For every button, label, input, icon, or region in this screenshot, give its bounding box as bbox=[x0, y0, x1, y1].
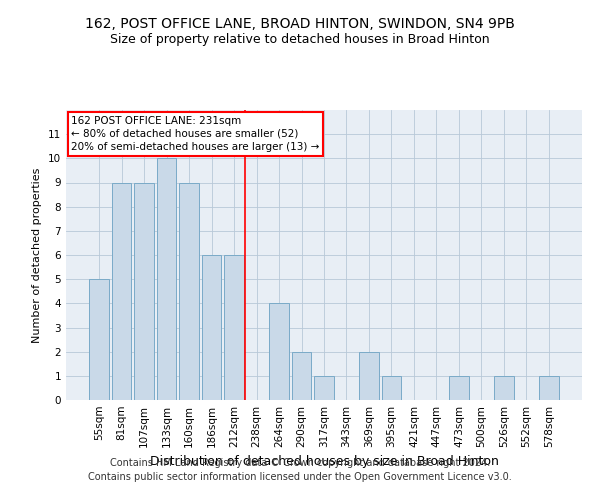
Bar bbox=[157, 158, 176, 400]
Bar bbox=[494, 376, 514, 400]
Text: 162 POST OFFICE LANE: 231sqm
← 80% of detached houses are smaller (52)
20% of se: 162 POST OFFICE LANE: 231sqm ← 80% of de… bbox=[71, 116, 320, 152]
X-axis label: Distribution of detached houses by size in Broad Hinton: Distribution of detached houses by size … bbox=[149, 456, 499, 468]
Bar bbox=[224, 255, 244, 400]
Bar bbox=[539, 376, 559, 400]
Text: Contains public sector information licensed under the Open Government Licence v3: Contains public sector information licen… bbox=[88, 472, 512, 482]
Text: Contains HM Land Registry data © Crown copyright and database right 2024.: Contains HM Land Registry data © Crown c… bbox=[110, 458, 490, 468]
Text: 162, POST OFFICE LANE, BROAD HINTON, SWINDON, SN4 9PB: 162, POST OFFICE LANE, BROAD HINTON, SWI… bbox=[85, 18, 515, 32]
Bar bbox=[269, 304, 289, 400]
Bar bbox=[382, 376, 401, 400]
Bar bbox=[179, 182, 199, 400]
Bar bbox=[134, 182, 154, 400]
Text: Size of property relative to detached houses in Broad Hinton: Size of property relative to detached ho… bbox=[110, 32, 490, 46]
Bar bbox=[314, 376, 334, 400]
Y-axis label: Number of detached properties: Number of detached properties bbox=[32, 168, 43, 342]
Bar bbox=[202, 255, 221, 400]
Bar bbox=[112, 182, 131, 400]
Bar bbox=[449, 376, 469, 400]
Bar bbox=[359, 352, 379, 400]
Bar bbox=[292, 352, 311, 400]
Bar bbox=[89, 279, 109, 400]
